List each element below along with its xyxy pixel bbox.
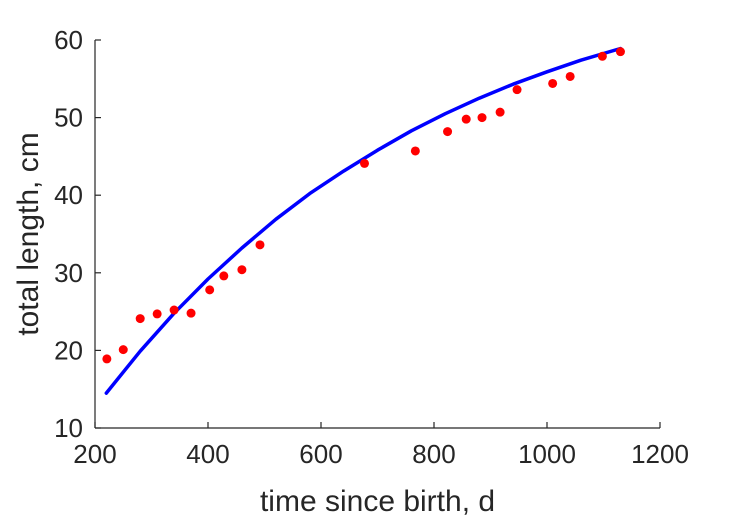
data-point xyxy=(186,308,196,318)
y-tick-label: 40 xyxy=(54,180,83,210)
y-tick-label: 50 xyxy=(54,103,83,133)
data-point xyxy=(360,158,370,168)
y-tick-label: 60 xyxy=(54,25,83,55)
x-tick-label: 600 xyxy=(299,439,342,469)
data-point xyxy=(118,345,128,355)
y-tick-label: 20 xyxy=(54,335,83,365)
data-point xyxy=(237,265,247,275)
y-axis-label: total length, cm xyxy=(12,132,45,335)
data-point xyxy=(102,354,112,364)
data-point xyxy=(152,309,162,319)
x-tick-label: 1200 xyxy=(631,439,689,469)
data-point xyxy=(512,85,522,95)
data-point xyxy=(461,114,471,124)
x-tick-label: 800 xyxy=(412,439,455,469)
data-point xyxy=(597,51,607,61)
data-point xyxy=(219,271,229,281)
data-point xyxy=(477,113,487,123)
x-axis-label: time since birth, d xyxy=(260,485,495,518)
data-point xyxy=(615,47,625,57)
y-tick-label: 30 xyxy=(54,258,83,288)
data-point xyxy=(565,71,575,81)
data-point xyxy=(548,78,558,88)
data-point xyxy=(169,305,179,315)
data-point xyxy=(205,285,215,295)
data-point xyxy=(495,107,505,117)
plot-area: 200 400 600 800 1000 1200 10 20 30 40 50 60 time sin… xyxy=(12,25,689,518)
x-tick-label: 400 xyxy=(186,439,229,469)
y-tick-label: 10 xyxy=(54,413,83,443)
x-tick-label: 1000 xyxy=(518,439,576,469)
data-point xyxy=(410,146,420,156)
data-point xyxy=(255,240,265,250)
data-point xyxy=(443,127,453,137)
data-point xyxy=(135,314,145,324)
fit-curve xyxy=(104,46,623,395)
x-tick-label: 200 xyxy=(73,439,116,469)
